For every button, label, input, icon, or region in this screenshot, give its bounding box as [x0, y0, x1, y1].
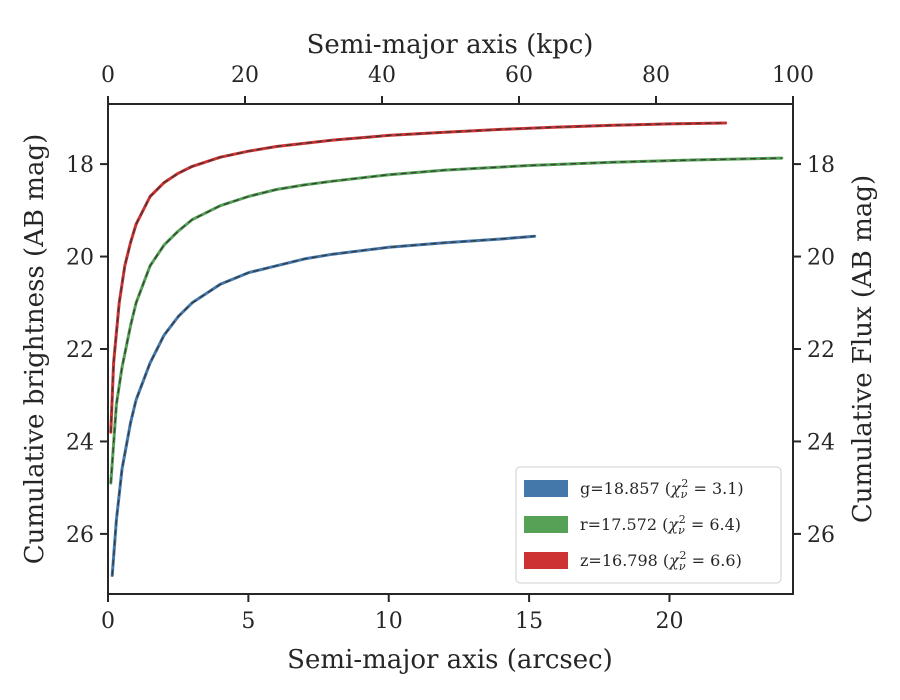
y-tick-label-right: 24 — [807, 430, 835, 455]
x-tick-label-top: 0 — [101, 63, 115, 88]
x-tick-label-bottom: 10 — [375, 609, 403, 634]
curves-layer — [109, 121, 784, 577]
x-tick-label-bottom: 20 — [655, 609, 683, 634]
y-axis-label-right: Cumulative Flux (AB mag) — [848, 175, 878, 523]
series-r-model-line — [110, 157, 782, 484]
y-tick-label-left: 24 — [66, 430, 94, 455]
series-g-model-line — [111, 235, 535, 576]
x-axis-label-top: Semi-major axis (kpc) — [307, 30, 594, 60]
y-tick-label-left: 20 — [66, 246, 94, 271]
legend-label-g: g=18.857 (χν2 = 3.1) — [580, 477, 744, 501]
legend-label-z: z=16.798 (χν2 = 6.6) — [580, 549, 742, 573]
y-tick-label-right: 26 — [807, 523, 835, 548]
y-tick-label-left: 22 — [66, 338, 94, 363]
y-tick-label-right: 22 — [807, 338, 835, 363]
x-tick-label-bottom: 5 — [241, 609, 255, 634]
legend-frame — [515, 466, 782, 584]
series-z-model-line — [110, 122, 726, 433]
x-tick-label-top: 20 — [231, 63, 259, 88]
series-r-line — [109, 156, 784, 485]
y-tick-label-right: 18 — [807, 153, 835, 178]
legend-swatch-r — [524, 516, 568, 533]
legend: g=18.857 (χν2 = 3.1) r=17.572 (χν2 = 6.4)… — [515, 466, 782, 584]
x-tick-label-top: 40 — [368, 63, 396, 88]
y-tick-label-left: 26 — [66, 523, 94, 548]
x-tick-label-top: 100 — [772, 63, 814, 88]
legend-swatch-z — [524, 552, 568, 569]
legend-swatch-g — [524, 480, 568, 497]
x-axis-label-bottom: Semi-major axis (arcsec) — [287, 645, 613, 675]
series-z-line — [109, 121, 728, 434]
y-axis-label-left: Cumulative brightness (AB mag) — [20, 134, 50, 565]
x-tick-label-top: 80 — [642, 63, 670, 88]
x-tick-label-top: 60 — [505, 63, 533, 88]
x-tick-label-bottom: 0 — [101, 609, 115, 634]
legend-label-r: r=17.572 (χν2 = 6.4) — [580, 513, 741, 537]
y-tick-label-left: 18 — [66, 153, 94, 178]
y-tick-label-right: 20 — [807, 246, 835, 271]
x-tick-label-bottom: 15 — [515, 609, 543, 634]
ticks-layer: 0 5 10 15 20 0 20 40 60 80 100 18 18 20 20 22 22 24 24 26 26 — [66, 63, 835, 634]
series-g-line — [110, 234, 537, 577]
